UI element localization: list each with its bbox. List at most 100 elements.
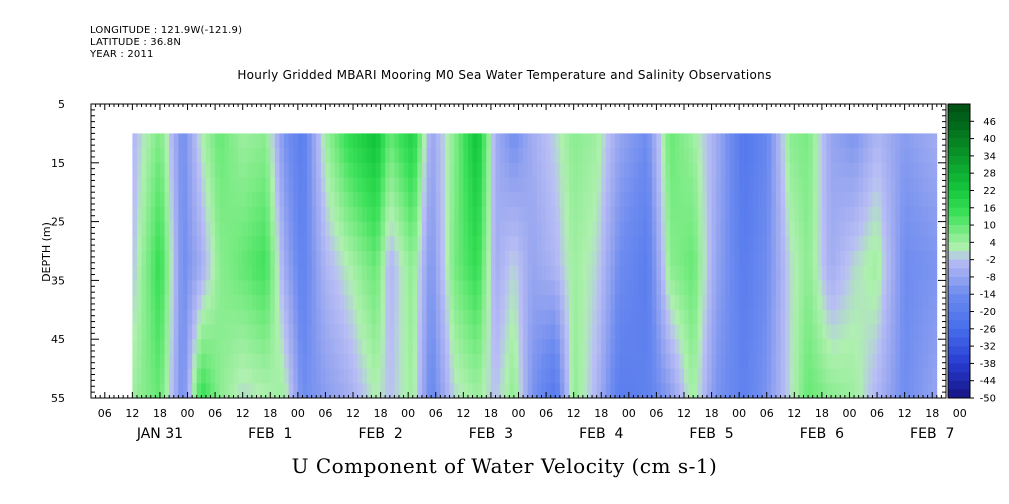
- heatmap-cell: [385, 324, 391, 340]
- heatmap-cell: [293, 177, 299, 193]
- heatmap-cell: [573, 133, 579, 149]
- heatmap-cell: [785, 280, 791, 296]
- heatmap-cell: [605, 206, 611, 222]
- heatmap-cell: [683, 236, 689, 252]
- heatmap-cell: [573, 162, 579, 178]
- heatmap-cell: [440, 280, 446, 296]
- heatmap-cell: [909, 192, 915, 208]
- heatmap-cell: [334, 236, 340, 252]
- heatmap-cell: [238, 133, 244, 149]
- heatmap-cell: [196, 206, 202, 222]
- heatmap-cell: [353, 236, 359, 252]
- heatmap-cell: [265, 236, 271, 252]
- heatmap-cell: [421, 383, 427, 399]
- heatmap-cell: [431, 324, 437, 340]
- heatmap-cell: [481, 324, 487, 340]
- heatmap-cell: [343, 221, 349, 237]
- heatmap-cell: [297, 309, 303, 325]
- heatmap-cell: [683, 221, 689, 237]
- heatmap-cell: [348, 265, 354, 281]
- heatmap-cell: [215, 368, 221, 384]
- heatmap-cell: [913, 295, 919, 311]
- heatmap-cell: [867, 251, 873, 267]
- heatmap-cell: [877, 265, 883, 281]
- heatmap-cell: [302, 383, 308, 399]
- heatmap-cell: [647, 206, 653, 222]
- colorbar-swatch: [948, 389, 970, 399]
- heatmap-cell: [343, 192, 349, 208]
- heatmap-cell: [582, 177, 588, 193]
- heatmap-cell: [785, 353, 791, 369]
- heatmap-cell: [651, 265, 657, 281]
- heatmap-cell: [288, 192, 294, 208]
- heatmap-cell: [752, 280, 758, 296]
- heatmap-cell: [794, 251, 800, 267]
- heatmap-cell: [178, 353, 184, 369]
- heatmap-cell: [431, 177, 437, 193]
- heatmap-cell: [803, 339, 809, 355]
- heatmap-cell: [757, 162, 763, 178]
- heatmap-cell: [716, 295, 722, 311]
- heatmap-cell: [490, 236, 496, 252]
- heatmap-cell: [458, 368, 464, 384]
- heatmap-cell: [794, 295, 800, 311]
- heatmap-cell: [500, 221, 506, 237]
- heatmap-cell: [426, 206, 432, 222]
- heatmap-cell: [702, 251, 708, 267]
- heatmap-cell: [261, 353, 267, 369]
- heatmap-cell: [523, 324, 529, 340]
- heatmap-cell: [256, 324, 262, 340]
- heatmap-cell: [490, 177, 496, 193]
- heatmap-cell: [536, 368, 542, 384]
- heatmap-cell: [261, 221, 267, 237]
- heatmap-cell: [467, 192, 473, 208]
- heatmap-cell: [578, 309, 584, 325]
- heatmap-cell: [224, 339, 230, 355]
- heatmap-cell: [849, 280, 855, 296]
- heatmap-cell: [785, 162, 791, 178]
- heatmap-cell: [159, 236, 165, 252]
- heatmap-cell: [261, 295, 267, 311]
- colorbar-swatch: [948, 328, 970, 338]
- heatmap-cell: [132, 265, 138, 281]
- heatmap-cell: [794, 162, 800, 178]
- heatmap-cell: [509, 324, 515, 340]
- heatmap-cell: [371, 162, 377, 178]
- heatmap-cell: [578, 324, 584, 340]
- heatmap-cell: [711, 148, 717, 164]
- heatmap-cell: [688, 236, 694, 252]
- heatmap-cell: [569, 206, 575, 222]
- heatmap-cell: [578, 148, 584, 164]
- heatmap-cell: [357, 324, 363, 340]
- heatmap-cell: [656, 206, 662, 222]
- heatmap-cell: [725, 148, 731, 164]
- heatmap-cell: [210, 295, 216, 311]
- heatmap-cell: [863, 251, 869, 267]
- heatmap-cell: [578, 251, 584, 267]
- heatmap-cell: [615, 383, 621, 399]
- heatmap-cell: [762, 148, 768, 164]
- heatmap-cell: [279, 162, 285, 178]
- heatmap-cell: [196, 177, 202, 193]
- heatmap-cell: [490, 148, 496, 164]
- heatmap-cell: [398, 265, 404, 281]
- heatmap-cell: [150, 339, 156, 355]
- heatmap-cell: [444, 177, 450, 193]
- heatmap-cell: [449, 309, 455, 325]
- heatmap-cell: [679, 236, 685, 252]
- heatmap-cell: [872, 295, 878, 311]
- heatmap-cell: [513, 221, 519, 237]
- heatmap-cell: [890, 383, 896, 399]
- heatmap-cell: [532, 192, 538, 208]
- heatmap-cell: [454, 309, 460, 325]
- heatmap-cell: [697, 206, 703, 222]
- heatmap-cell: [881, 148, 887, 164]
- heatmap-cell: [376, 221, 381, 237]
- heatmap-cell: [762, 309, 768, 325]
- heatmap-cell: [219, 324, 225, 340]
- heatmap-cell: [890, 368, 896, 384]
- heatmap-cell: [881, 295, 887, 311]
- heatmap-cell: [343, 236, 349, 252]
- heatmap-cell: [913, 353, 919, 369]
- heatmap-cell: [578, 206, 584, 222]
